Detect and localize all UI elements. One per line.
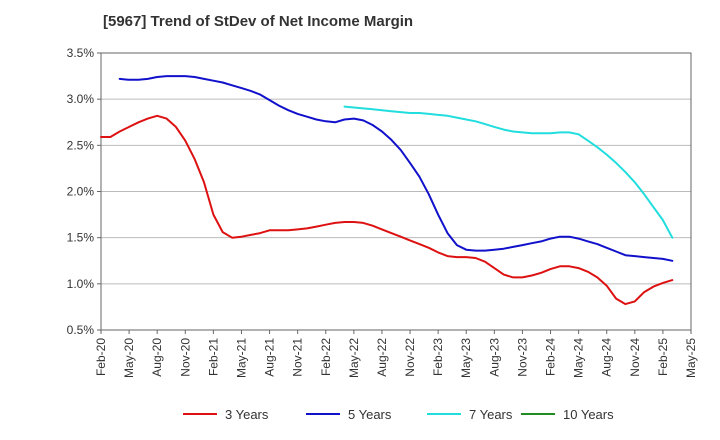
x-tick-label: Feb-20 [94,338,108,376]
legend-label: 7 Years [469,407,513,422]
x-tick-label: Aug-20 [150,338,164,377]
x-tick-label: Nov-21 [291,338,305,377]
y-tick-label: 1.5% [67,231,95,245]
x-tick-label: May-21 [234,338,248,378]
x-tick-label: Nov-22 [403,338,417,377]
legend: 3 Years 5 Years 7 Years 10 Years [183,407,614,422]
x-tick-label: Aug-23 [487,338,501,377]
grid-lines [101,52,691,285]
x-tick-label: Nov-23 [515,338,529,377]
x-tick-label: Aug-21 [263,338,277,377]
x-tick-label: Nov-24 [628,338,642,377]
x-tick-label: May-22 [347,338,361,378]
x-tick-label: Feb-23 [431,338,445,376]
series-line-5-years [118,75,674,262]
series-line-7-years [343,105,674,239]
legend-label: 5 Years [348,407,392,422]
x-tick-label: Aug-22 [375,338,389,377]
x-tick-label: Aug-24 [600,338,614,377]
legend-label: 10 Years [563,407,614,422]
x-tick-label: Feb-24 [544,338,558,376]
series-line-3-years [100,114,674,306]
y-tick-label: 3.0% [67,92,95,106]
axes: 0.5% 1.0% 1.5% 2.0% 2.5% 3.0% 3.5% Feb-20 May-20… [67,46,698,378]
y-tick-label: 0.5% [67,323,95,337]
y-tick-label: 1.0% [67,277,95,291]
series-lines [100,75,674,306]
x-tick-label: May-25 [684,338,698,378]
y-tick-label: 2.0% [67,185,95,199]
x-tick-label: Feb-21 [206,338,220,376]
y-tick-label: 3.5% [67,46,95,60]
x-tick-label: May-20 [122,338,136,378]
x-tick-label: Feb-22 [319,338,333,376]
x-tick-label: May-23 [459,338,473,378]
x-tick-label: Nov-20 [178,338,192,377]
x-tick-label: Feb-25 [656,338,670,376]
legend-label: 3 Years [225,407,269,422]
x-tick-label: May-24 [572,338,586,378]
y-tick-label: 2.5% [67,138,95,152]
chart-title: [5967] Trend of StDev of Net Income Marg… [103,13,414,30]
plot-frame [100,52,692,331]
